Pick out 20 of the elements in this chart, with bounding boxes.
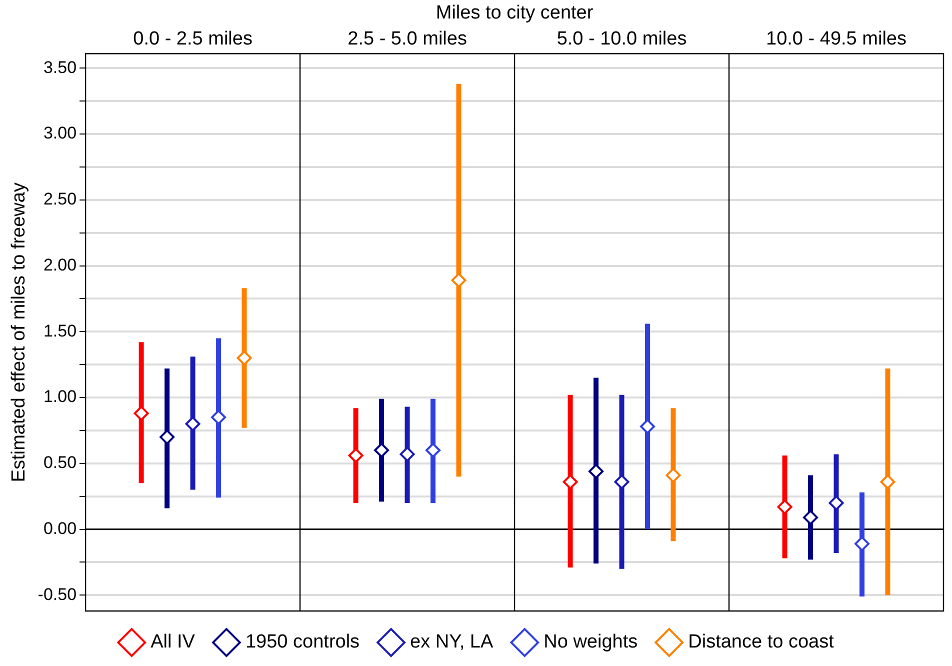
y-tick-label: 0.00 — [43, 518, 77, 538]
y-tick-label: 1.00 — [43, 387, 77, 406]
x-axis-title: Miles to city center — [436, 2, 594, 24]
y-tick-label: -0.50 — [38, 584, 77, 604]
x-tick-label: 5.0 - 10.0 miles — [556, 28, 687, 50]
legend-label: ex NY, LA — [410, 632, 494, 653]
y-tick-label: 1.50 — [43, 321, 77, 340]
legend-label: All IV — [150, 632, 196, 653]
y-axis-title: Estimated effect of miles to freeway — [8, 182, 30, 482]
legend-label: No weights — [544, 632, 638, 653]
y-tick-label: 2.00 — [43, 255, 77, 274]
y-tick-label: 3.00 — [43, 124, 77, 143]
legend-label: 1950 controls — [245, 632, 360, 653]
x-tick-label: 2.5 - 5.0 miles — [348, 28, 467, 50]
x-tick-label: 0.0 - 2.5 miles — [133, 28, 252, 50]
y-tick-label: 2.50 — [43, 190, 77, 209]
legend-label: Distance to coast — [688, 632, 835, 653]
y-tick-label: 0.50 — [43, 453, 77, 472]
x-tick-label: 10.0 - 49.5 miles — [766, 28, 906, 50]
y-tick-label: 3.50 — [43, 58, 77, 77]
